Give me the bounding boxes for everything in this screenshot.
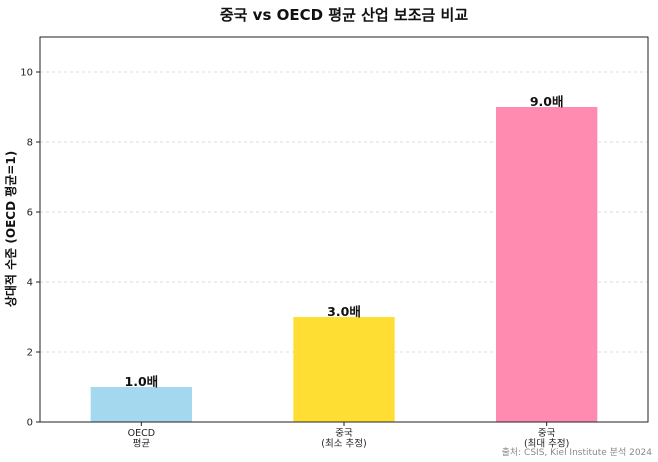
y-tick-label: 8 [27,138,33,149]
bar-value-label: 3.0배 [327,304,361,319]
y-tick-label: 0 [27,418,33,429]
x-tick-label: (최소 추정) [321,439,366,450]
x-tick-label: 평균 [133,439,151,450]
y-tick-label: 2 [27,348,33,359]
y-tick-label: 10 [20,68,33,79]
bar-2 [293,317,395,422]
y-tick-label: 6 [27,208,33,219]
bar-value-label: 1.0배 [125,374,159,389]
bar-1 [90,387,192,422]
chart-title: 중국 vs OECD 평균 산업 보조금 비교 [220,6,468,24]
x-tick-label: (최대 추정) [524,439,569,450]
bar-value-label: 9.0배 [530,94,564,109]
y-axis-label: 상대적 수준 (OECD 평균=1) [3,151,18,307]
y-tick-label: 4 [27,278,33,289]
bar-layer [90,107,598,422]
label-layer: 1.0배 3.0배 9.0배 [125,94,564,389]
bar-3 [496,107,598,422]
x-tick-label: 중국 [335,428,353,439]
x-tick-label: 중국 [538,428,556,439]
x-tick-label: OECD [128,428,155,439]
source-note: 출처: CSIS, Kiel Institute 분석 2024 [502,446,653,458]
